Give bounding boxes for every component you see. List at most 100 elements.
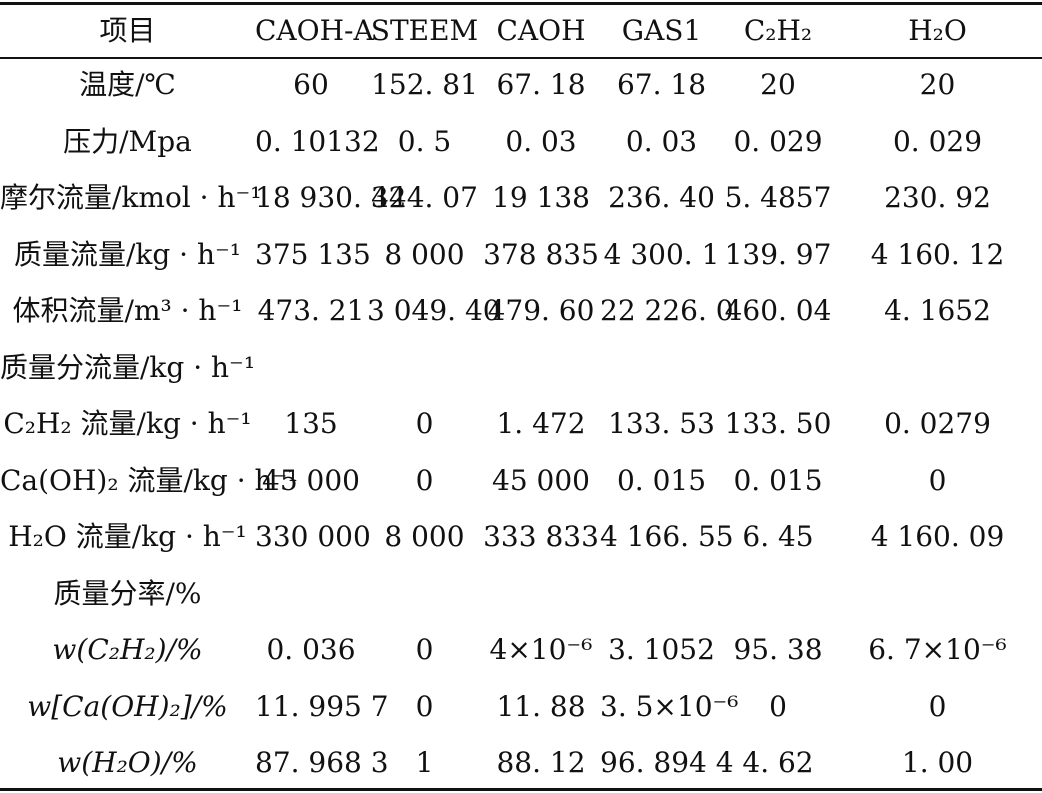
cell: 5. 4857: [724, 181, 832, 215]
cell: [723, 340, 833, 397]
cell: [600, 340, 723, 397]
cell: 87. 968 3: [255, 746, 389, 780]
cell: [255, 340, 367, 397]
table-header-row: 项目 CAOH-A STEEM CAOH GAS1 C₂H₂ H₂O: [0, 5, 1042, 57]
row-label: 摩尔流量/kmol · h⁻¹: [0, 181, 262, 215]
table-row: w[Ca(OH)₂]/% 11. 995 7 0 11. 88 3. 5×10⁻…: [0, 679, 1042, 736]
cell: 0. 5: [397, 124, 452, 158]
table-row: 质量分流量/kg · h⁻¹: [0, 340, 1042, 397]
table-row: H₂O 流量/kg · h⁻¹ 330 000 8 000 333 833 4 …: [0, 509, 1042, 566]
cell: 45 000: [492, 463, 590, 497]
cell: 45 000: [262, 463, 360, 497]
cell: 236. 40: [608, 181, 715, 215]
header-item: 项目: [99, 14, 156, 47]
cell: 0: [415, 407, 434, 441]
row-label: 温度/℃: [79, 68, 176, 102]
row-label: Ca(OH)₂ 流量/kg · h⁻¹: [0, 463, 299, 497]
data-table: 项目 CAOH-A STEEM CAOH GAS1 C₂H₂ H₂O 温度/℃ …: [0, 5, 1042, 792]
cell: 0. 03: [505, 124, 577, 158]
cell: 0. 0279: [884, 407, 991, 441]
cell: 0: [769, 689, 787, 723]
cell: [723, 566, 833, 623]
cell: 60: [293, 68, 329, 102]
cell: 95. 38: [733, 633, 823, 667]
table-header-rule: [0, 57, 1042, 59]
row-label: 质量流量/kg · h⁻¹: [13, 237, 242, 271]
header-c2h2: C₂H₂: [743, 14, 813, 47]
cell: 8 000: [384, 237, 465, 271]
cell: 139. 97: [724, 237, 832, 271]
table-row: 摩尔流量/kmol · h⁻¹ 18 930. 32 444. 07 19 13…: [0, 170, 1042, 227]
cell: [367, 566, 482, 623]
cell: 0. 10132: [255, 124, 380, 158]
row-label: C₂H₂ 流量/kg · h⁻¹: [3, 407, 252, 441]
cell: 1. 00: [901, 746, 974, 780]
cell: 4. 62: [742, 746, 814, 780]
cell: 0: [928, 689, 947, 723]
cell: 4. 1652: [884, 294, 991, 328]
cell: 22 226. 0: [600, 294, 734, 328]
row-label: 质量分流量/kg · h⁻¹: [0, 350, 256, 384]
cell: 11. 995 7: [255, 689, 389, 723]
table-row: w(C₂H₂)/% 0. 036 0 4×10⁻⁶ 3. 1052 95. 38…: [0, 622, 1042, 679]
cell: 6. 7×10⁻⁶: [868, 633, 1007, 667]
cell: 11. 88: [496, 689, 586, 723]
table-row: 温度/℃ 60 152. 81 67. 18 67. 18 20 20: [0, 57, 1042, 114]
cell: 96. 894 4: [600, 746, 734, 780]
table-row: 压力/Mpa 0. 10132 0. 5 0. 03 0. 03 0. 029 …: [0, 114, 1042, 171]
cell: 67. 18: [496, 68, 586, 102]
cell: 135: [284, 407, 338, 441]
row-label: w(H₂O)/%: [57, 746, 198, 780]
cell: 0: [415, 463, 434, 497]
cell: 0: [415, 633, 434, 667]
cell: 1. 472: [496, 407, 586, 441]
header-caoh-a: CAOH-A: [255, 14, 374, 47]
table-top-rule: [0, 2, 1042, 5]
row-label: 质量分率/%: [53, 576, 202, 610]
cell: 333 833: [483, 520, 599, 554]
cell: 4 166. 55: [600, 520, 734, 554]
cell: 473. 21: [257, 294, 365, 328]
header-gas1: GAS1: [621, 14, 702, 47]
cell: 4 160. 09: [870, 520, 1005, 554]
row-label: 体积流量/m³ · h⁻¹: [12, 294, 243, 328]
table-row: C₂H₂ 流量/kg · h⁻¹ 135 0 1. 472 133. 53 13…: [0, 396, 1042, 453]
cell: 375 135: [255, 237, 371, 271]
table-bottom-rule: [0, 788, 1042, 791]
cell: [482, 566, 600, 623]
cell: 88. 12: [496, 746, 586, 780]
cell: [367, 340, 482, 397]
cell: 479. 60: [487, 294, 595, 328]
row-label: H₂O 流量/kg · h⁻¹: [8, 520, 247, 554]
header-steem: STEEM: [370, 14, 479, 47]
table-row: w(H₂O)/% 87. 968 3 1 88. 12 96. 894 4 4.…: [0, 735, 1042, 792]
table-row: Ca(OH)₂ 流量/kg · h⁻¹ 45 000 0 45 000 0. 0…: [0, 453, 1042, 510]
cell: 4 300. 1: [603, 237, 720, 271]
cell: 18 930. 32: [255, 181, 407, 215]
cell: 133. 53: [608, 407, 715, 441]
table-row: 体积流量/m³ · h⁻¹ 473. 21 3 049. 40 479. 60 …: [0, 283, 1042, 340]
cell: 0. 015: [616, 463, 707, 497]
cell: 3 049. 40: [367, 294, 501, 328]
cell: 4 160. 12: [870, 237, 1005, 271]
table-row: 质量流量/kg · h⁻¹ 375 135 8 000 378 835 4 30…: [0, 227, 1042, 284]
table-row: 质量分率/%: [0, 566, 1042, 623]
cell: 19 138: [492, 181, 590, 215]
cell: 152. 81: [371, 68, 478, 102]
cell: 0. 036: [266, 633, 356, 667]
cell: 230. 92: [884, 181, 991, 215]
cell: [255, 566, 367, 623]
row-label: w[Ca(OH)₂]/%: [27, 689, 228, 723]
cell: 20: [919, 68, 956, 102]
cell: 1: [415, 746, 434, 780]
cell: 0: [928, 463, 947, 497]
row-label: w(C₂H₂)/%: [52, 633, 203, 667]
cell: 133. 50: [724, 407, 832, 441]
cell: 20: [760, 68, 796, 102]
cell: 6. 45: [742, 520, 814, 554]
cell: 3. 1052: [608, 633, 715, 667]
header-h2o: H₂O: [908, 14, 967, 47]
cell: 0. 029: [892, 124, 983, 158]
cell: 8 000: [384, 520, 465, 554]
cell: [833, 566, 1042, 623]
